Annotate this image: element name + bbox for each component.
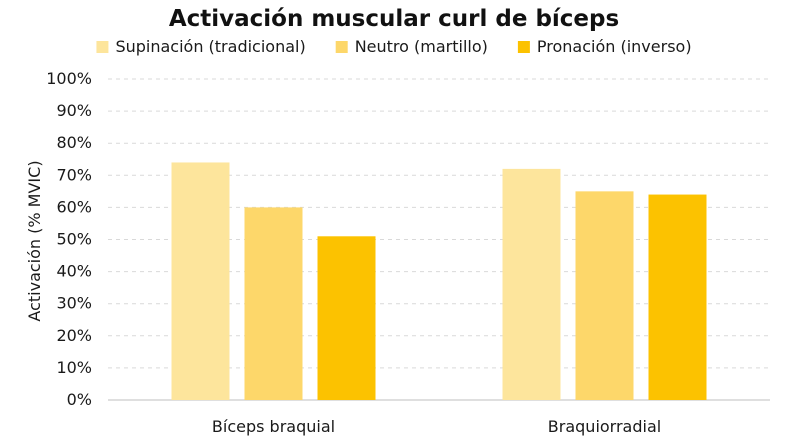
- legend-item: Neutro (martillo): [335, 37, 488, 56]
- y-tick-label: 50%: [56, 230, 92, 249]
- y-tick-label: 30%: [56, 294, 92, 313]
- y-tick-label: 70%: [56, 165, 92, 184]
- x-category-label: Bíceps braquial: [212, 417, 335, 436]
- bar: [502, 168, 561, 400]
- legend-swatch: [517, 41, 530, 53]
- y-tick-label: 60%: [56, 197, 92, 216]
- legend-item: Pronación (inverso): [517, 37, 692, 56]
- y-tick-label: 10%: [56, 358, 92, 377]
- bars: [171, 162, 707, 400]
- bar: [244, 207, 303, 400]
- x-axis-categories: Bíceps braquial Braquiorradial: [212, 417, 661, 436]
- bar: [317, 236, 376, 400]
- legend: Supinación (tradicional) Neutro (martillo…: [96, 37, 692, 56]
- y-tick-label: 20%: [56, 326, 92, 345]
- y-tick-label: 100%: [46, 69, 92, 88]
- legend-label: Supinación (tradicional): [115, 37, 305, 56]
- bar: [171, 162, 230, 400]
- legend-label: Pronación (inverso): [537, 37, 692, 56]
- x-category-label: Braquiorradial: [548, 417, 661, 436]
- y-axis-title: Activación (% MVIC): [25, 160, 44, 321]
- y-tick-label: 0%: [67, 390, 92, 409]
- bar: [648, 194, 707, 400]
- y-axis-ticks: 0% 10% 20% 30% 40% 50% 60% 70% 80% 90% 100%: [46, 69, 92, 409]
- legend-swatch: [335, 41, 348, 53]
- legend-label: Neutro (martillo): [355, 37, 488, 56]
- y-tick-label: 40%: [56, 262, 92, 281]
- y-tick-label: 90%: [56, 101, 92, 120]
- legend-swatch: [96, 41, 109, 53]
- bar: [575, 191, 634, 400]
- legend-item: Supinación (tradicional): [96, 37, 306, 56]
- y-tick-label: 80%: [56, 133, 92, 152]
- chart-title: Activación muscular curl de bíceps: [169, 6, 619, 32]
